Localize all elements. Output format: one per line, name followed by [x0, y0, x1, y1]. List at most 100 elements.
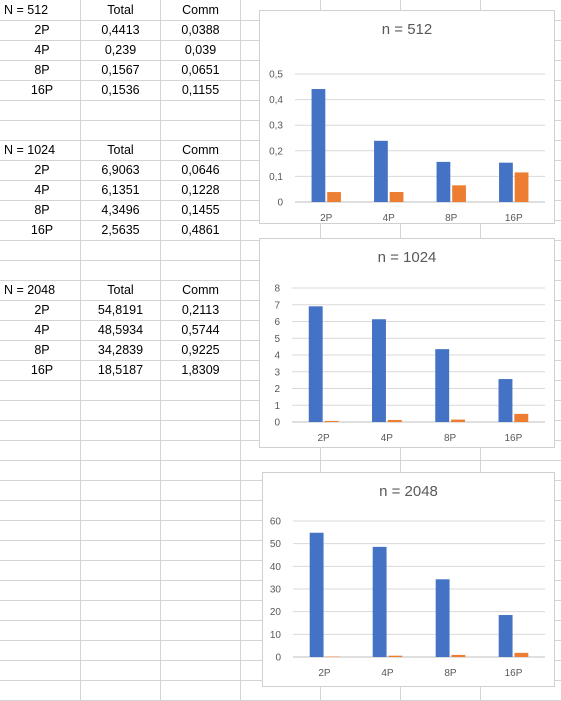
table-cell-total[interactable]: 0,239 [104, 43, 137, 57]
bar-total [374, 140, 388, 202]
table-cell-total[interactable]: 6,1351 [101, 183, 140, 197]
table-header-label[interactable]: N = 1024 [4, 143, 56, 157]
y-tick-label: 6 [274, 317, 280, 328]
table-cell-comm[interactable]: 0,039 [184, 43, 217, 57]
table-cell-label[interactable]: 8P [34, 343, 50, 357]
bar-total [308, 306, 323, 422]
table-cell-total[interactable]: 34,2839 [97, 343, 144, 357]
table-header-total[interactable]: Total [107, 283, 134, 297]
table-cell-comm[interactable]: 1,8309 [181, 363, 220, 377]
table-header-comm[interactable]: Comm [182, 283, 219, 297]
bar-comm [389, 192, 404, 202]
table-cell-label[interactable]: 2P [34, 163, 50, 177]
chart-n-2048[interactable]: n = 2048 0 10 20 30 40 50 60 2P 4P 8P 16P [262, 472, 555, 687]
table-header-label[interactable]: N = 512 [4, 3, 49, 17]
x-tick-label: 4P [383, 213, 396, 224]
chart-n-1024[interactable]: n = 1024 0 1 2 3 4 5 6 7 8 2P 4P 8P 16P [259, 238, 555, 448]
y-tick-label: 0,2 [269, 146, 283, 157]
table-cell-comm[interactable]: 0,9225 [181, 343, 220, 357]
y-tick-label: 0,3 [269, 121, 283, 132]
bar-comm [325, 656, 340, 658]
x-tick-label: 16P [505, 213, 523, 224]
x-tick-label: 16P [505, 668, 523, 679]
y-tick-label: 1 [274, 401, 280, 412]
bar-comm [452, 185, 466, 202]
y-tick-label: 0,4 [269, 95, 283, 106]
grid-row-line [0, 460, 561, 461]
bar-total [435, 579, 450, 657]
y-tick-label: 3 [274, 367, 280, 378]
table-cell-total[interactable]: 0,4413 [101, 23, 140, 37]
y-tick-label: 7 [274, 300, 280, 311]
bar-total [499, 162, 513, 202]
bar-total [311, 89, 326, 202]
bar-total [372, 319, 386, 422]
table-cell-total[interactable]: 0,1536 [101, 83, 140, 97]
table-cell-label[interactable]: 4P [34, 183, 50, 197]
y-tick-label: 2 [274, 384, 280, 395]
chart-plot: 0 10 20 30 40 50 60 2P 4P 8P 16P [270, 517, 545, 679]
table-cell-label[interactable]: 2P [34, 303, 50, 317]
table-cell-label[interactable]: 8P [34, 203, 50, 217]
chart-n-512[interactable]: n = 512 0 0,1 0,2 0,3 0,4 0,5 2P 4P 8P 16P [259, 10, 555, 224]
table-cell-total[interactable]: 4,3496 [101, 203, 140, 217]
table-cell-comm[interactable]: 0,0388 [181, 23, 220, 37]
table-cell-label[interactable]: 2P [34, 23, 50, 37]
y-tick-label: 50 [270, 539, 282, 550]
table-cell-total[interactable]: 54,8191 [97, 303, 144, 317]
grid-column-line [80, 0, 81, 701]
y-tick-label: 8 [274, 284, 280, 295]
x-tick-label: 2P [318, 668, 331, 679]
table-cell-comm[interactable]: 0,4861 [181, 223, 220, 237]
grid-column-line [160, 0, 161, 701]
x-tick-label: 8P [444, 668, 457, 679]
bar-comm [451, 654, 466, 657]
table-cell-comm[interactable]: 0,1228 [181, 183, 220, 197]
y-tick-label: 20 [270, 607, 282, 618]
y-tick-label: 4 [274, 351, 280, 362]
table-cell-total[interactable]: 2,5635 [101, 223, 140, 237]
table-header-total[interactable]: Total [107, 3, 134, 17]
table-cell-label[interactable]: 4P [34, 43, 50, 57]
chart-title: n = 512 [381, 21, 433, 38]
y-tick-label: 40 [270, 562, 282, 573]
table-cell-total[interactable]: 48,5934 [97, 323, 144, 337]
table-header-label[interactable]: N = 2048 [4, 283, 56, 297]
x-tick-label: 2P [320, 213, 333, 224]
table-cell-comm[interactable]: 0,5744 [181, 323, 220, 337]
table-cell-comm[interactable]: 0,1455 [181, 203, 220, 217]
table-cell-total[interactable]: 0,1567 [101, 63, 140, 77]
table-cell-total[interactable]: 6,9063 [101, 163, 140, 177]
bar-total [372, 546, 387, 657]
bar-total [309, 532, 324, 657]
chart-plot: 0 1 2 3 4 5 6 7 8 2P 4P 8P 16P [274, 284, 545, 444]
bar-comm [387, 419, 402, 422]
table-header-total[interactable]: Total [107, 143, 134, 157]
chart-title: n = 1024 [377, 249, 437, 266]
grid-column-line [240, 0, 241, 701]
table-cell-comm[interactable]: 0,0651 [181, 63, 220, 77]
table-cell-comm[interactable]: 0,0646 [181, 163, 220, 177]
bar-total [498, 615, 513, 657]
x-tick-label: 16P [504, 433, 522, 444]
table-cell-comm[interactable]: 0,2113 [181, 303, 220, 317]
x-tick-label: 2P [318, 433, 331, 444]
table-header-comm[interactable]: Comm [182, 143, 219, 157]
x-tick-label: 4P [381, 668, 394, 679]
chart-title: n = 2048 [379, 483, 438, 500]
bar-comm [324, 420, 339, 422]
table-cell-label[interactable]: 16P [30, 83, 54, 97]
table-header-comm[interactable]: Comm [182, 3, 219, 17]
table-cell-label[interactable]: 16P [30, 223, 54, 237]
table-cell-label[interactable]: 16P [30, 363, 54, 377]
table-cell-label[interactable]: 4P [34, 323, 50, 337]
bar-comm [514, 413, 529, 422]
y-tick-label: 0 [274, 418, 280, 429]
y-tick-label: 10 [270, 630, 282, 641]
x-tick-label: 8P [445, 213, 458, 224]
table-cell-label[interactable]: 8P [34, 63, 50, 77]
bar-total [436, 161, 451, 202]
y-tick-label: 60 [270, 517, 282, 528]
table-cell-comm[interactable]: 0,1155 [181, 83, 220, 97]
table-cell-total[interactable]: 18,5187 [97, 363, 144, 377]
